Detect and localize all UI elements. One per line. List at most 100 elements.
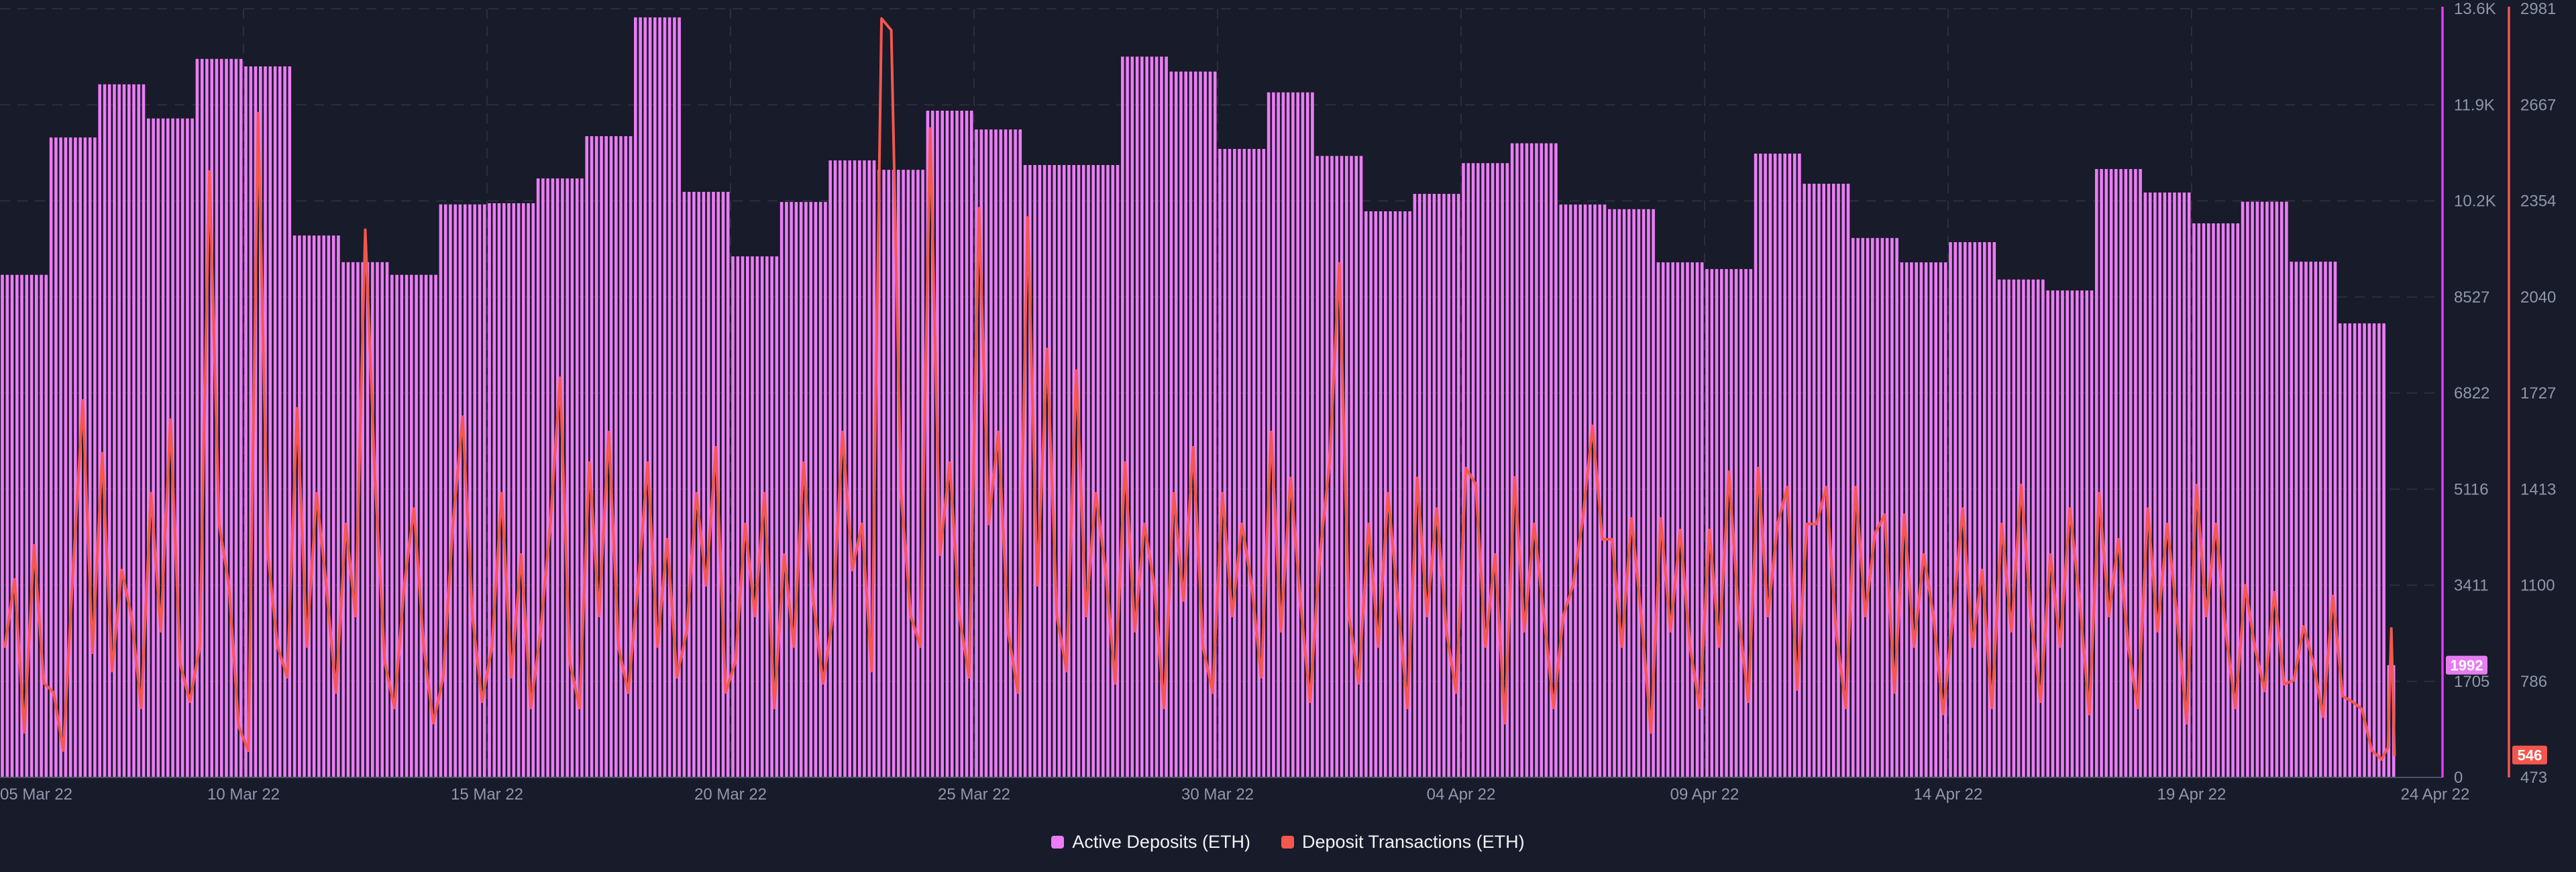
deposit-bar bbox=[1749, 269, 1753, 778]
deposit-bar bbox=[1949, 242, 1952, 777]
y-axis-right-label: 2981 bbox=[2520, 0, 2556, 18]
deposit-bar bbox=[2167, 193, 2171, 777]
deposit-bar bbox=[1540, 143, 1543, 778]
deposit-bar bbox=[322, 235, 325, 778]
deposit-bar bbox=[1690, 262, 1694, 778]
deposit-bar bbox=[268, 66, 272, 777]
deposit-bar bbox=[975, 129, 978, 777]
deposit-bar bbox=[1452, 194, 1456, 777]
deposit-bar bbox=[2265, 201, 2269, 777]
deposit-bar bbox=[443, 204, 447, 777]
deposit-bar bbox=[2343, 323, 2347, 778]
deposit-bar bbox=[2192, 223, 2196, 777]
deposit-bar bbox=[1145, 56, 1148, 777]
deposit-bar bbox=[1934, 262, 1937, 778]
deposit-bar bbox=[1252, 149, 1256, 777]
deposit-bar bbox=[916, 170, 920, 778]
deposit-bar bbox=[2241, 201, 2245, 777]
deposit-bar bbox=[2178, 193, 2181, 777]
deposit-bar bbox=[1939, 262, 1943, 778]
deposit-bar bbox=[395, 274, 398, 777]
y-axis-left-label: 13.6K bbox=[2454, 0, 2496, 18]
deposit-bar bbox=[1578, 204, 1582, 777]
deposit-bar bbox=[147, 118, 150, 778]
deposit-bar bbox=[371, 262, 374, 777]
deposit-bar bbox=[2036, 279, 2040, 777]
deposit-bar bbox=[906, 170, 910, 778]
deposit-bar bbox=[1807, 183, 1811, 777]
deposit-bar bbox=[941, 111, 944, 777]
deposit-bar bbox=[1193, 71, 1197, 778]
deposit-bar bbox=[824, 202, 827, 778]
deposit-bar bbox=[1997, 279, 2001, 777]
deposit-bar bbox=[950, 111, 954, 777]
deposit-bar bbox=[312, 235, 316, 778]
deposit-bar bbox=[1520, 143, 1523, 778]
deposit-bar bbox=[1885, 237, 1889, 777]
deposit-bar bbox=[1174, 71, 1178, 778]
deposit-bar bbox=[755, 256, 759, 777]
deposit-bar bbox=[1102, 165, 1105, 777]
deposit-bar bbox=[449, 204, 452, 777]
deposit-bar bbox=[1160, 56, 1163, 777]
deposit-bar bbox=[517, 203, 521, 777]
deposit-bar bbox=[785, 202, 788, 778]
deposit-bar bbox=[497, 203, 501, 777]
legend-item-active-deposits[interactable]: Active Deposits (ETH) bbox=[1051, 832, 1250, 853]
deposit-bar bbox=[191, 118, 194, 778]
deposit-bar bbox=[1968, 242, 1972, 777]
deposit-bar bbox=[867, 160, 871, 778]
deposit-bar bbox=[658, 17, 661, 777]
deposit-bar bbox=[2236, 223, 2240, 777]
deposit-bar bbox=[930, 111, 934, 777]
y-axis-left-label: 11.9K bbox=[2454, 96, 2495, 114]
deposit-bar bbox=[2002, 279, 2006, 777]
deposit-bar bbox=[2226, 223, 2230, 777]
deposit-bar bbox=[736, 256, 740, 777]
deposit-bar bbox=[351, 262, 355, 777]
deposit-bar bbox=[49, 137, 53, 777]
deposit-bar bbox=[1316, 156, 1319, 777]
deposit-bar bbox=[682, 192, 686, 777]
y-axis-right-label: 2354 bbox=[2520, 193, 2556, 211]
deposit-bar bbox=[1067, 165, 1071, 777]
deposit-bar bbox=[1676, 262, 1680, 778]
deposit-bar bbox=[1764, 154, 1767, 777]
deposit-bar bbox=[1554, 143, 1558, 778]
deposit-bar bbox=[1199, 71, 1202, 778]
x-axis-date-label: 05 Mar 22 bbox=[0, 785, 72, 804]
deposit-bar bbox=[2104, 169, 2108, 777]
deposit-bar bbox=[2260, 201, 2264, 777]
deposit-bar bbox=[2246, 201, 2249, 777]
deposit-bar bbox=[303, 235, 306, 778]
deposit-bar bbox=[1403, 211, 1407, 777]
deposit-bar bbox=[1042, 165, 1046, 777]
deposit-bar bbox=[1062, 165, 1066, 777]
deposit-bar bbox=[965, 111, 969, 777]
deposit-bar bbox=[2231, 223, 2235, 777]
deposit-bar bbox=[566, 178, 569, 777]
deposit-bar bbox=[1087, 165, 1090, 777]
deposit-bar bbox=[15, 274, 19, 777]
deposit-bar bbox=[331, 235, 335, 778]
deposit-bar bbox=[385, 262, 389, 777]
deposit-bar bbox=[814, 202, 818, 778]
deposit-bar bbox=[1140, 56, 1144, 777]
legend-item-deposit-transactions[interactable]: Deposit Transactions (ETH) bbox=[1281, 832, 1525, 853]
deposit-bar bbox=[2358, 323, 2361, 778]
deposit-bar bbox=[1861, 237, 1865, 777]
deposit-bar bbox=[702, 192, 706, 777]
deposit-bar bbox=[2134, 169, 2137, 777]
deposit-bar bbox=[1106, 165, 1110, 777]
deposit-bar bbox=[1992, 242, 1996, 777]
deposit-bar bbox=[2158, 193, 2161, 777]
deposit-bar bbox=[1837, 183, 1840, 777]
deposit-bar bbox=[229, 58, 233, 777]
deposit-bar bbox=[2333, 262, 2337, 778]
deposit-bar bbox=[2339, 323, 2342, 778]
deposit-bar bbox=[1559, 204, 1562, 777]
deposit-bar bbox=[434, 274, 437, 777]
deposit-bar bbox=[629, 136, 633, 777]
deposit-bar bbox=[536, 178, 540, 777]
